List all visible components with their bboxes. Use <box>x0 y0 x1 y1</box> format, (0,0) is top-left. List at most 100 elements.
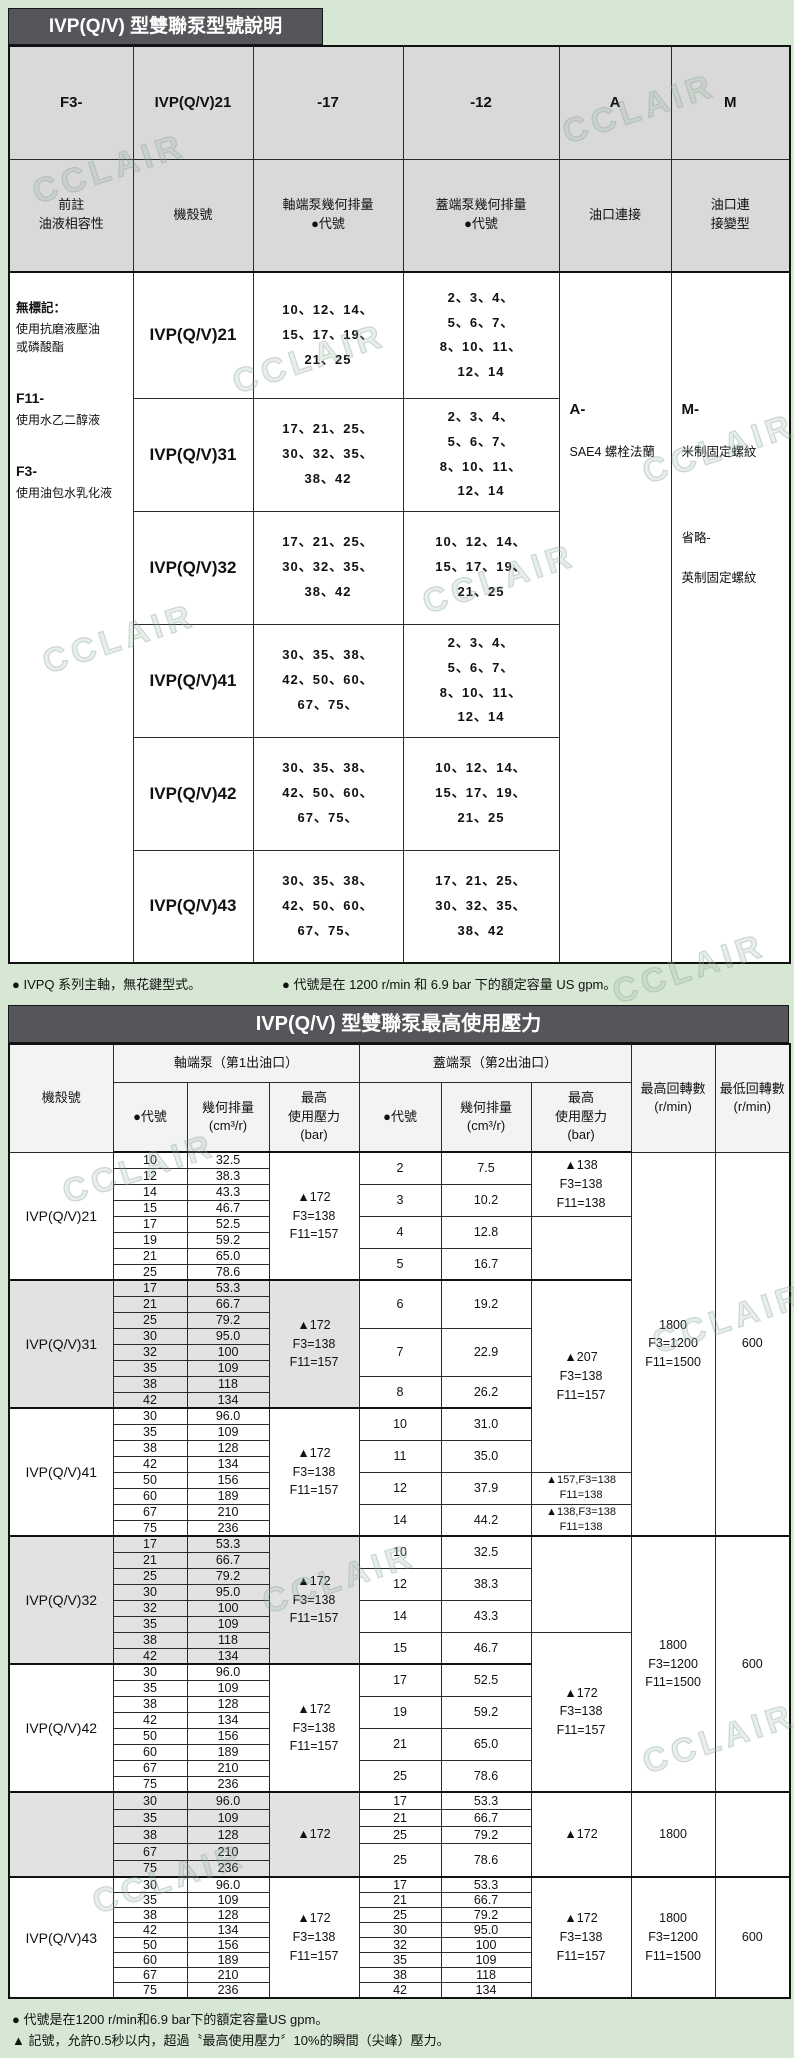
port-connection-cell: A- SAE4 螺栓法蘭 <box>558 271 672 964</box>
table-cell: 53.3 <box>440 1791 532 1810</box>
table-cell: 1800 F3=1200 F11=1500 <box>630 1151 716 1537</box>
table-row: 25 79.2 12 38.3 <box>9 1567 790 1601</box>
table-cell: 60 <box>112 1487 188 1505</box>
table-cell: 21 <box>112 1295 188 1313</box>
table-cell: 600 <box>714 1151 791 1537</box>
housing-label: IVP(Q/V)41 <box>132 623 254 738</box>
table-row: 38 128 25 79.2 <box>9 1907 790 1923</box>
table-cell: 100 <box>186 1599 270 1617</box>
t2-header-shaft-group: 軸端泵（第1出油口） <box>112 1043 360 1083</box>
table-cell: ▲172 F3=138 F11=157 <box>530 1631 632 1793</box>
footnote-peak-pressure: ▲ 記號，允許0.5秒以内，超過〝最高使用壓力〞10%的瞬間（尖峰）壓力。 <box>12 2033 450 2049</box>
table-cell: ▲157,F3=138 F11=138 <box>530 1471 632 1505</box>
table-cell: 210 <box>186 1759 270 1777</box>
table-row: 50 156 21 65.0 <box>9 1727 790 1761</box>
table-row: 35 109 <box>9 1679 790 1697</box>
table-cell: 30 <box>112 1407 188 1425</box>
table-cell: 156 <box>186 1727 270 1745</box>
table-cell: ▲138 F3=138 F11=138 <box>530 1151 632 1217</box>
table-cell: 10 <box>358 1407 442 1441</box>
cover-codes: 2、3、4、 5、6、7、 8、10、11、 12、14 <box>402 397 560 512</box>
table-cell: 79.2 <box>186 1311 270 1329</box>
port-a-body: SAE4 螺栓法蘭 <box>569 445 655 459</box>
table-cell: 30 <box>112 1791 188 1810</box>
column-header-row: 前註 油液相容性 機殼號 軸端泵幾何排量 ●代號 蓋端泵幾何排量 ●代號 油口連… <box>8 158 791 273</box>
cover-codes: 2、3、4、 5、6、7、 8、10、11、 12、14 <box>402 623 560 738</box>
table-cell: 79.2 <box>440 1907 532 1923</box>
table-cell: 66.7 <box>440 1892 532 1908</box>
table-row: 50 156 12 37.9 ▲157,F3=138 F11=138 <box>9 1471 790 1505</box>
table-cell: 95.0 <box>440 1922 532 1938</box>
table-cell: 19 <box>358 1695 442 1729</box>
table-cell: 38 <box>112 1439 188 1457</box>
table-cell: 66.7 <box>186 1551 270 1569</box>
code-housing: IVP(Q/V)21 <box>132 45 254 160</box>
table-cell: 95.0 <box>186 1327 270 1345</box>
table-row: IVP(Q/V)43 30 96.0 ▲172 F3=138 F11=157 17 53.… <box>8 1876 791 1999</box>
table-cell: 35 <box>112 1808 188 1827</box>
table-row: IVP(Q/V)41 30 96.0 ▲172 F3=138 F11=157 10 31.… <box>8 1407 790 1537</box>
table-row: IVP(Q/V)43 30、35、38、 42、50、60、 67、75、 17… <box>9 849 790 964</box>
table-cell: ▲172 F3=138 F11=157 <box>268 1279 360 1409</box>
t2-header-housing: 機殼號 <box>8 1043 114 1153</box>
shaft-codes: 30、35、38、 42、50、60、 67、75、 <box>252 849 404 964</box>
table-cell: 19 <box>112 1231 188 1249</box>
table-cell: 37.9 <box>440 1471 532 1505</box>
cover-codes: 10、12、14、 15、17、19、 21、25 <box>402 510 560 625</box>
port-omit-body: 英制固定螺紋 <box>681 571 757 585</box>
table-cell: 17 <box>358 1876 442 1893</box>
footnotes: ● 代號是在1200 r/min和6.9 bar下的額定容量US gpm。 ▲ … <box>12 2009 788 2052</box>
table-cell: 236 <box>186 1519 270 1537</box>
table-cell: 15 <box>358 1631 442 1665</box>
fluid-body: 使用抗磨液壓油 或磷酸酯 <box>16 321 101 354</box>
housing-label: IVP(Q/V)31 <box>132 397 254 512</box>
fluid-body: 使用油包水乳化液 <box>16 485 113 500</box>
footnote-rating: ● 代號是在1200 r/min和6.9 bar下的額定容量US gpm。 <box>12 2012 329 2027</box>
cover-codes: 17、21、25、 30、32、35、 38、42 <box>402 849 560 964</box>
table-row: 42 134 <box>9 1647 790 1665</box>
table-cell: 38 <box>112 1375 188 1393</box>
shaft-codes: 17、21、25、 30、32、35、 38、42 <box>252 510 404 625</box>
fluid-head: F3- <box>16 462 37 479</box>
table-cell: 30 <box>358 1922 442 1938</box>
table-cell <box>530 1535 632 1633</box>
table-cell: 17 <box>112 1535 188 1553</box>
table-cell: 96.0 <box>186 1791 270 1810</box>
housing-label: IVP(Q/V)21 <box>132 271 254 399</box>
table-cell: 38 <box>112 1695 188 1713</box>
table-cell: 65.0 <box>440 1727 532 1761</box>
table-cell: 79.2 <box>440 1825 532 1844</box>
table-cell: 2 <box>358 1151 442 1185</box>
note-spline: ● IVPQ 系列主軸，無花鍵型式。 <box>12 977 202 992</box>
table-cell: 21 <box>358 1727 442 1761</box>
table-cell: 42 <box>112 1391 188 1409</box>
table-cell: 38 <box>112 1631 188 1649</box>
table-cell: 66.7 <box>440 1808 532 1827</box>
table-cell: 109 <box>186 1423 270 1441</box>
table-cell: 38 <box>358 1967 442 1983</box>
table-cell: 32 <box>358 1937 442 1953</box>
table-cell: 17 <box>358 1791 442 1810</box>
table-cell: 134 <box>186 1711 270 1729</box>
housing-label: IVP(Q/V)31 <box>8 1279 114 1409</box>
table-cell: 109 <box>440 1952 532 1968</box>
table-cell: 66.7 <box>186 1295 270 1313</box>
housing-label: IVP(Q/V)32 <box>8 1535 114 1665</box>
table-cell: 600 <box>714 1876 791 1999</box>
table-cell <box>714 1791 791 1878</box>
table-cell <box>530 1215 632 1281</box>
table-cell: 46.7 <box>186 1199 270 1217</box>
table-row: 75 236 <box>9 1775 790 1793</box>
cover-codes: 2、3、4、 5、6、7、 8、10、11、 12、14 <box>402 271 560 399</box>
table-cell: 30 <box>112 1327 188 1345</box>
table-cell: 59.2 <box>186 1231 270 1249</box>
max-pressure-table: 機殼號 軸端泵（第1出油口） 蓋端泵（第2出油口） 最高回轉數 (r/min) … <box>8 1043 792 1999</box>
table-row: IVP(Q/V)31 17 53.3 ▲172 F3=138 F11=157 6 19.2… <box>8 1279 790 1473</box>
table-cell: 52.5 <box>186 1215 270 1233</box>
table-cell: 100 <box>186 1343 270 1361</box>
table-cell: 21 <box>358 1808 442 1827</box>
table-cell: ▲172 F3=138 F11=157 <box>530 1876 632 1999</box>
table-cell: 109 <box>186 1679 270 1697</box>
housing-label: IVP(Q/V)32 <box>132 510 254 625</box>
table-cell: 128 <box>186 1439 270 1457</box>
